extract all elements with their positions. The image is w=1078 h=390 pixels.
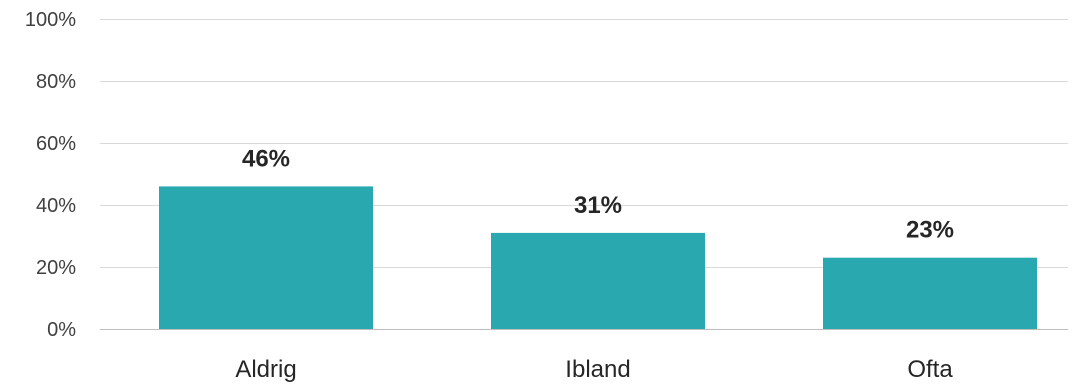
y-tick-label: 60%: [36, 133, 76, 155]
bar-ofta: [823, 257, 1037, 329]
x-tick-label-aldrig: Aldrig: [235, 356, 296, 383]
y-tick-label: 40%: [36, 195, 76, 217]
bar-ibland: [491, 232, 705, 329]
data-label-ofta: 23%: [906, 217, 954, 244]
y-tick-label: 0%: [47, 319, 76, 341]
data-label-aldrig: 46%: [242, 145, 290, 172]
y-tick-label: 80%: [36, 71, 76, 93]
x-tick-label-ofta: Ofta: [907, 356, 953, 383]
y-axis-ticks: 0% 20% 40% 60% 80% 100%: [25, 9, 76, 341]
y-tick-label: 20%: [36, 257, 76, 279]
bar-aldrig: [159, 186, 373, 329]
bars: [159, 186, 1037, 329]
data-labels: 46% 31% 23%: [242, 145, 954, 243]
x-axis-ticks: Aldrig Ibland Ofta: [235, 356, 953, 383]
y-tick-label: 100%: [25, 9, 76, 31]
x-tick-label-ibland: Ibland: [565, 356, 630, 383]
data-label-ibland: 31%: [574, 192, 622, 219]
